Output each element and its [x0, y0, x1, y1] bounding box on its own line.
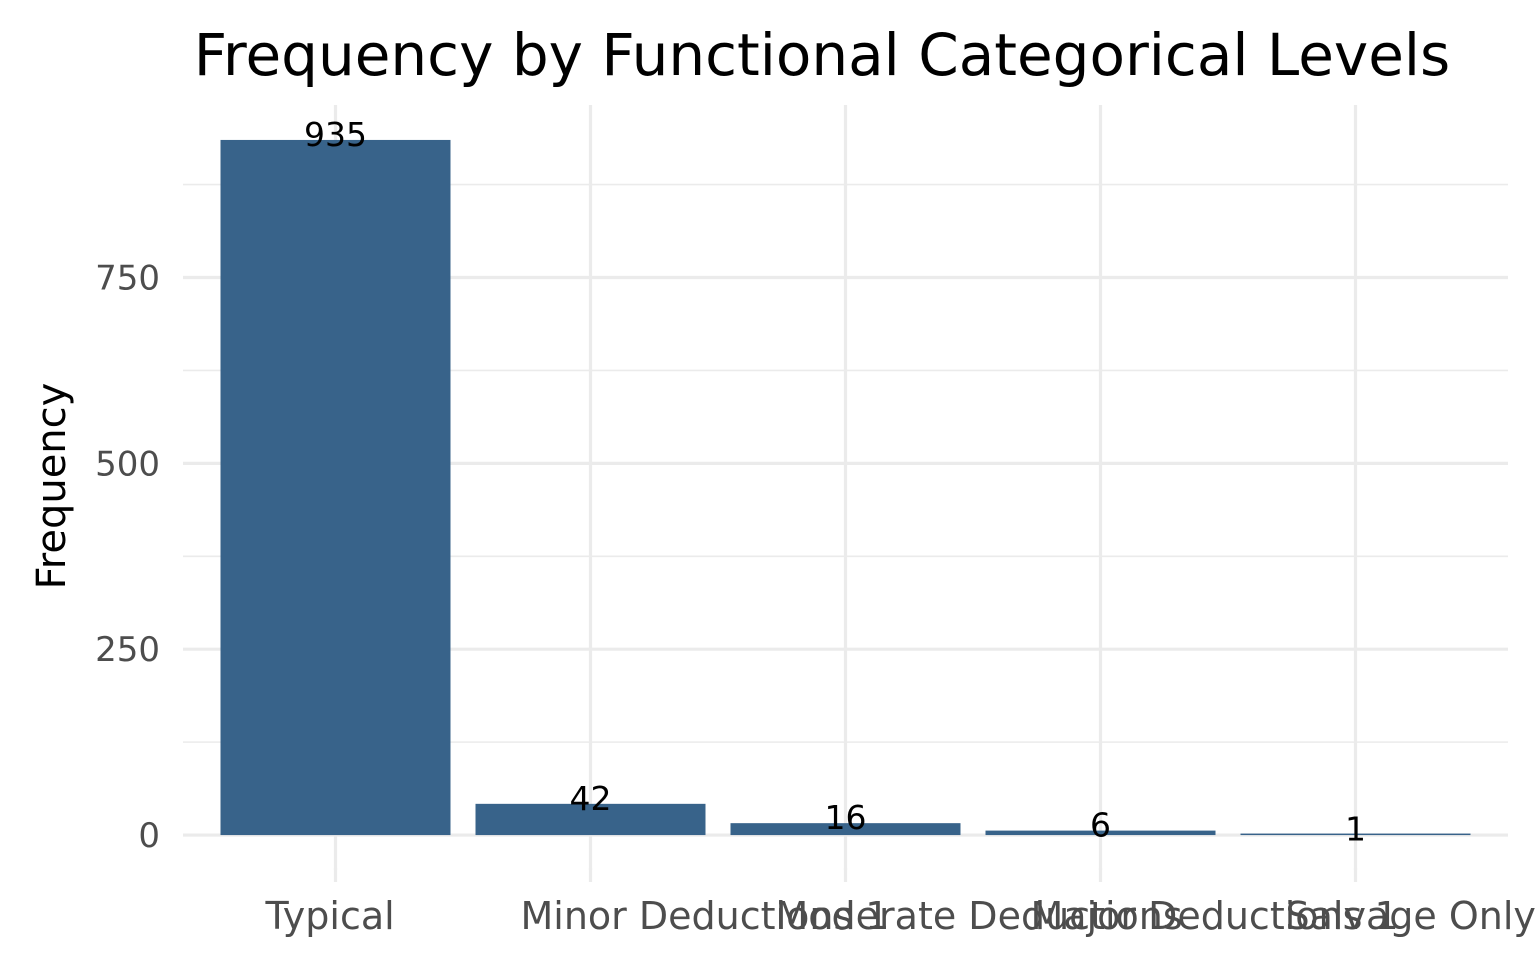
y-tick-label-1: 250	[95, 630, 160, 670]
bar-3	[985, 830, 1216, 836]
x-tick-label-2: Moderate Deductions	[776, 894, 1183, 938]
y-tick-label-0: 0	[138, 816, 160, 856]
data-labels: 935 42 16 6 1	[304, 115, 1366, 848]
data-label-3: 6	[1090, 806, 1111, 845]
data-label-2: 16	[825, 798, 867, 837]
y-tick-label-3: 750	[95, 258, 160, 298]
data-label-4: 1	[1345, 809, 1366, 848]
y-axis-ticks: 0 250 500 750	[95, 258, 160, 856]
bar-2	[730, 823, 961, 836]
x-tick-label-3: Major Deductions 1	[1031, 894, 1399, 938]
data-label-1: 42	[570, 779, 612, 818]
chart-title: Frequency by Functional Categorical Leve…	[194, 21, 1450, 89]
x-tick-label-1: Minor Deductions 1	[521, 894, 890, 938]
bars	[220, 139, 1471, 836]
bar-1	[475, 803, 706, 836]
data-label-0: 935	[304, 115, 367, 154]
bar-0	[220, 139, 451, 836]
bar-4	[1240, 833, 1471, 836]
x-tick-label-0: Typical	[265, 894, 395, 938]
y-axis-title: Frequency	[29, 383, 75, 590]
x-tick-label-4: Salvage Only	[1286, 894, 1536, 938]
y-tick-label-2: 500	[95, 444, 160, 484]
